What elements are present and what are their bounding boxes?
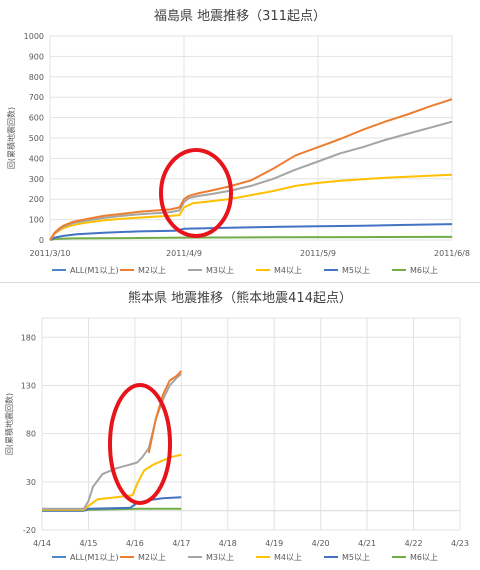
fukushima-chart-panel: 福島県 地震推移（311起点） 0 100 200 300 400 500 600 700 800… <box>0 0 480 283</box>
y-tick-label: 130 <box>21 381 36 390</box>
x-tick-label: 4/20 <box>312 539 330 548</box>
legend-entry: M5以上 <box>342 553 370 562</box>
legend-entry: ALL(M1以上) <box>70 266 119 275</box>
y-tick-label: 100 <box>29 216 44 225</box>
legend-entry: M2以上 <box>138 266 166 275</box>
x-tick-label: 2011/4/9 <box>166 249 202 258</box>
legend-entry: M3以上 <box>206 553 234 562</box>
x-tick-label: 4/17 <box>172 539 190 548</box>
x-tick-label: 4/21 <box>358 539 376 548</box>
y-tick-label: 400 <box>29 154 44 163</box>
y-tick-label: 0 <box>39 236 44 245</box>
y-axis-label: 回(累積地震回数) <box>6 107 16 169</box>
x-tick-label: 4/18 <box>219 539 237 548</box>
y-tick-label: 30 <box>26 478 36 487</box>
y-tick-label: 700 <box>29 93 44 102</box>
y-tick-label: 300 <box>29 175 44 184</box>
highlight-ellipse <box>159 148 233 238</box>
x-tick-label: 2011/5/9 <box>300 249 336 258</box>
x-tick-label: 4/19 <box>265 539 283 548</box>
legend-entry: M4以上 <box>274 553 302 562</box>
x-tick-label: 2011/6/8 <box>434 249 470 258</box>
chart-title: 福島県 地震推移（311起点） <box>154 9 326 24</box>
series-line <box>49 173 453 241</box>
series-line <box>49 235 453 241</box>
x-tick-label: 4/14 <box>33 539 51 548</box>
series-line <box>49 120 453 241</box>
y-tick-label: 80 <box>26 430 36 439</box>
y-tick-label: 200 <box>29 195 44 204</box>
x-tick-label: 4/23 <box>451 539 469 548</box>
x-tick-label: 2011/3/10 <box>29 249 70 258</box>
series-line <box>49 98 453 241</box>
x-tick-label: 4/16 <box>126 539 144 548</box>
highlight-ellipse <box>108 383 172 505</box>
kumamoto-chart: 熊本県 地震推移（熊本地震414起点） -20 30 80 130 180 4/14 4/15… <box>4 290 469 562</box>
y-tick-label: -20 <box>23 526 36 535</box>
y-tick-label: 500 <box>29 134 44 143</box>
legend-entry: ALL(M1以上) <box>70 553 119 562</box>
legend-entry: M5以上 <box>342 266 370 275</box>
y-tick-label: 1000 <box>24 32 44 41</box>
series-line <box>42 453 182 511</box>
x-tick-label: 4/15 <box>79 539 97 548</box>
chart-title: 熊本県 地震推移（熊本地震414起点） <box>128 290 352 306</box>
series-line <box>42 373 182 510</box>
legend-entry: M4以上 <box>274 266 302 275</box>
x-tick-label: 4/22 <box>405 539 423 548</box>
legend-entry: M3以上 <box>206 266 234 275</box>
y-tick-label: 180 <box>21 333 36 342</box>
legend-entry: M2以上 <box>138 553 166 562</box>
y-tick-label: 800 <box>29 73 44 82</box>
legend-entry: M6以上 <box>410 553 438 562</box>
series-line <box>147 370 183 454</box>
y-axis-label: 回(累積地震回数) <box>4 393 14 455</box>
y-tick-label: 900 <box>29 52 44 61</box>
y-tick-label: 600 <box>29 114 44 123</box>
fukushima-chart: 福島県 地震推移（311起点） 0 100 200 300 400 500 600 700 800… <box>6 9 470 275</box>
legend-entry: M6以上 <box>410 266 438 275</box>
kumamoto-chart-panel: 熊本県 地震推移（熊本地震414起点） -20 30 80 130 180 4/14 4/15… <box>0 284 480 566</box>
